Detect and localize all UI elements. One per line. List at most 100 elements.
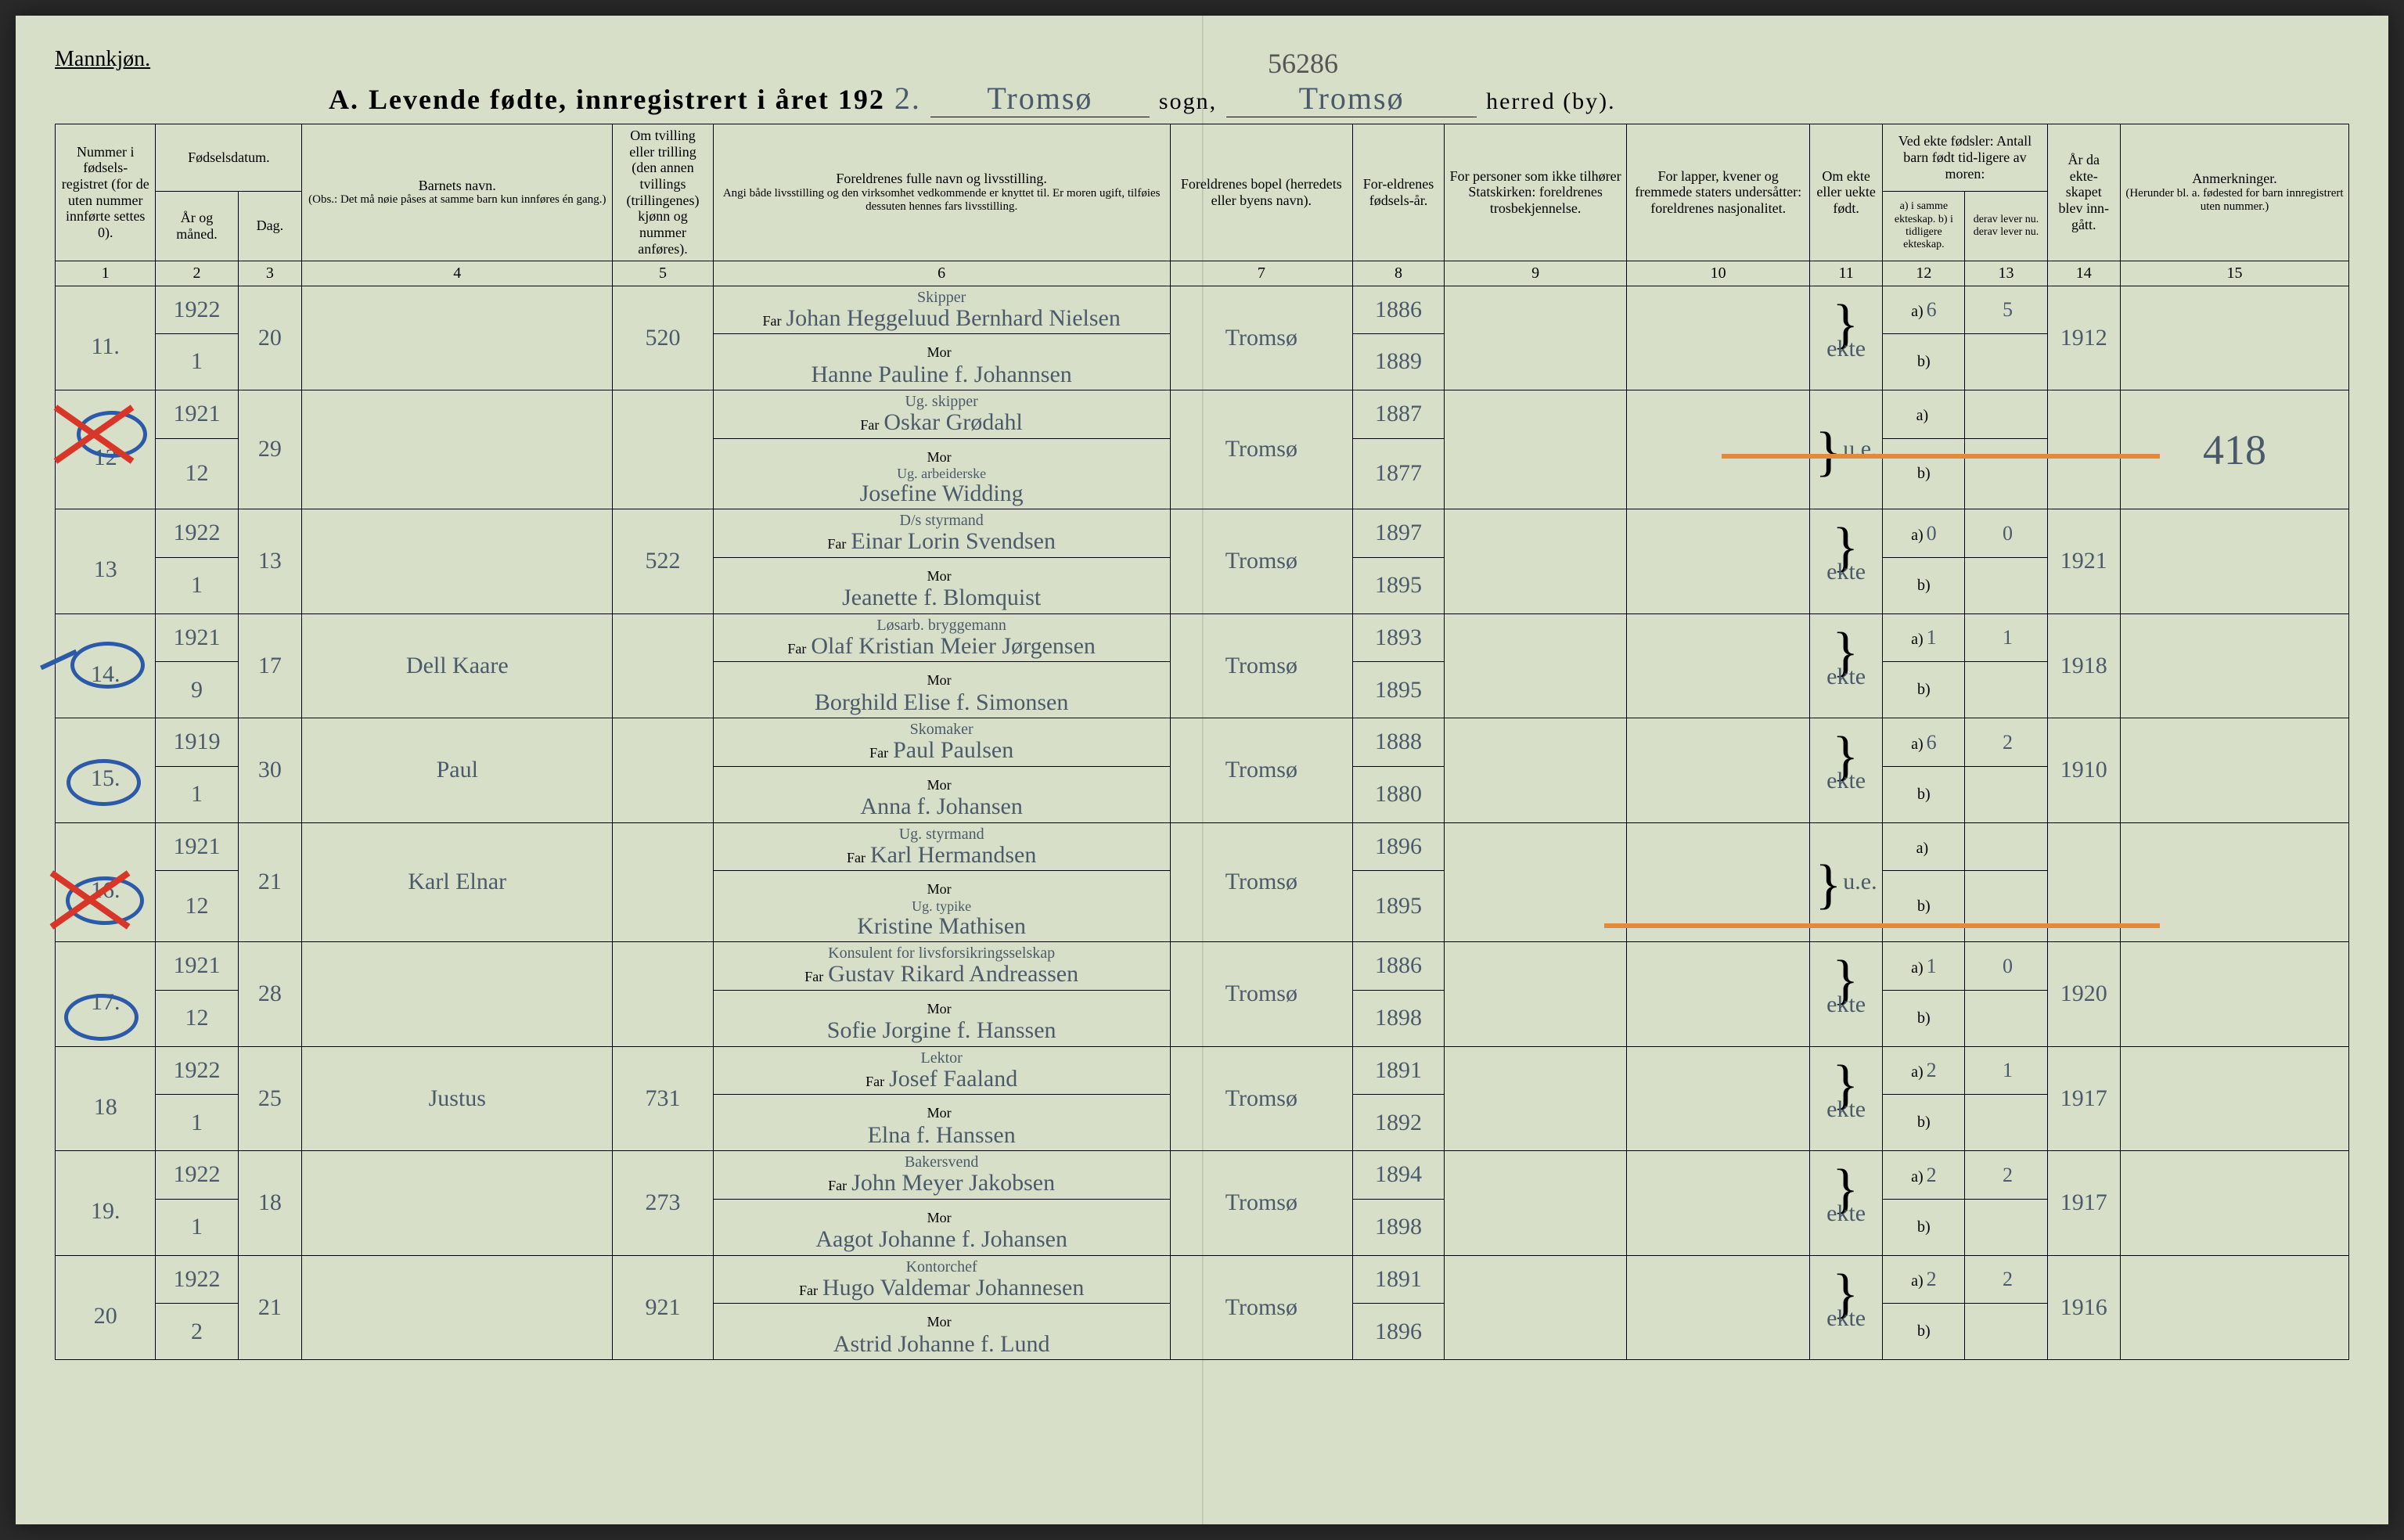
col-header-10: For lapper, kvener og fremmede staters u… [1627,124,1810,261]
colnum: 7 [1170,261,1353,286]
mother-cell: MorUg. typike Kristine Mathisen [713,871,1170,942]
b-same: b) [1883,1199,1965,1255]
remark [2120,1255,2348,1360]
mother-cell: Mor Jeanette f. Blomquist [713,557,1170,613]
a-same: a)6 [1883,286,1965,334]
b-same: b) [1883,766,1965,822]
a-same: a) [1883,822,1965,871]
a-live [1965,390,2047,439]
mor-year: 1877 [1353,438,1445,509]
child-name [302,1255,613,1360]
year-month-bot: 1 [156,557,238,613]
day: 17 [238,613,302,718]
nasjonalitet [1627,1046,1810,1151]
mor-year: 1896 [1353,1304,1445,1360]
year-month-bot: 1 [156,766,238,822]
col-header-14: År da ekte-skapet blev inn-gått. [2047,124,2120,261]
a-same: a)2 [1883,1151,1965,1200]
day: 21 [238,822,302,941]
col-header-4: Barnets navn. (Obs.: Det må nøie påses a… [302,124,613,261]
father-cell: Ug. skipper FarOskar Grødahl [713,390,1170,439]
year-month-top: 1921 [156,942,238,991]
day: 30 [238,718,302,823]
trosbekj [1444,942,1627,1047]
title-text: Levende fødte, innregistrert i året 192 [369,83,885,116]
mor-year: 1898 [1353,990,1445,1046]
herred-value: Tromsø [1226,80,1477,117]
a-live: 2 [1965,1255,2047,1304]
remark [2120,718,2348,823]
child-name [302,942,613,1047]
marriage-year: 1920 [2047,942,2120,1047]
colnum: 13 [1965,261,2047,286]
col-header-dob: Fødselsdatum. [156,124,302,192]
nasjonalitet [1627,613,1810,718]
b-live [1965,990,2047,1046]
far-year: 1891 [1353,1255,1445,1304]
col-header-6: Foreldrenes fulle navn og livsstilling. … [713,124,1170,261]
ekte: }u.e. [1809,822,1882,941]
a-same: a)0 [1883,509,1965,558]
mother-cell: Mor Elna f. Hanssen [713,1095,1170,1151]
child-name [302,1151,613,1256]
bopel: Tromsø [1170,942,1353,1047]
remark [2120,613,2348,718]
day: 18 [238,1151,302,1256]
twin: 273 [613,1151,713,1256]
b-same: b) [1883,557,1965,613]
nasjonalitet [1627,718,1810,823]
page-fold [1202,16,1204,1524]
child-name: Paul [302,718,613,823]
col15-title: Anmerkninger. [2125,171,2344,187]
bopel: Tromsø [1170,390,1353,509]
col6-note: Angi både livsstilling og den virksomhet… [718,187,1165,214]
marriage-year [2047,822,2120,941]
far-year: 1888 [1353,718,1445,767]
colnum: 11 [1809,261,1882,286]
bopel: Tromsø [1170,509,1353,614]
a-live: 5 [1965,286,2047,334]
far-year: 1887 [1353,390,1445,439]
entry-number: 16. [56,822,156,941]
b-same: b) [1883,871,1965,942]
a-same: a)1 [1883,942,1965,991]
a-same: a)2 [1883,1255,1965,1304]
day: 28 [238,942,302,1047]
colnum: 1 [56,261,156,286]
twin [613,390,713,509]
child-name: Karl Elnar [302,822,613,941]
bopel: Tromsø [1170,613,1353,718]
year-month-top: 1922 [156,1255,238,1304]
mor-year: 1892 [1353,1095,1445,1151]
col-header-2: År og måned. [156,191,238,261]
year-month-bot: 12 [156,990,238,1046]
far-year: 1896 [1353,822,1445,871]
mother-cell: Mor Borghild Elise f. Simonsen [713,662,1170,718]
year-month-top: 1922 [156,1046,238,1095]
col4-note: (Obs.: Det må nøie påses at samme barn k… [307,193,607,207]
col-header-1: Nummer i fødsels-registret (for de uten … [56,124,156,261]
remark [2120,822,2348,941]
year-month-bot: 1 [156,1095,238,1151]
title-prefix: A. [329,83,359,116]
bopel: Tromsø [1170,1255,1353,1360]
a-live: 1 [1965,613,2047,662]
b-live [1965,1095,2047,1151]
a-live [1965,822,2047,871]
colnum: 6 [713,261,1170,286]
ekte: }ekte [1809,509,1882,614]
twin [613,822,713,941]
colnum: 4 [302,261,613,286]
col-header-13: derav lever nu. derav lever nu. [1965,191,2047,261]
year-month-top: 1922 [156,1151,238,1200]
ekte: }ekte [1809,942,1882,1047]
trosbekj [1444,390,1627,509]
far-year: 1891 [1353,1046,1445,1095]
mor-year: 1895 [1353,557,1445,613]
twin: 522 [613,509,713,614]
entry-number: 11. [56,286,156,390]
b-live [1965,766,2047,822]
father-cell: Skomaker FarPaul Paulsen [713,718,1170,767]
col6-title: Foreldrenes fulle navn og livsstilling. [718,171,1165,187]
year-month-bot: 12 [156,871,238,942]
